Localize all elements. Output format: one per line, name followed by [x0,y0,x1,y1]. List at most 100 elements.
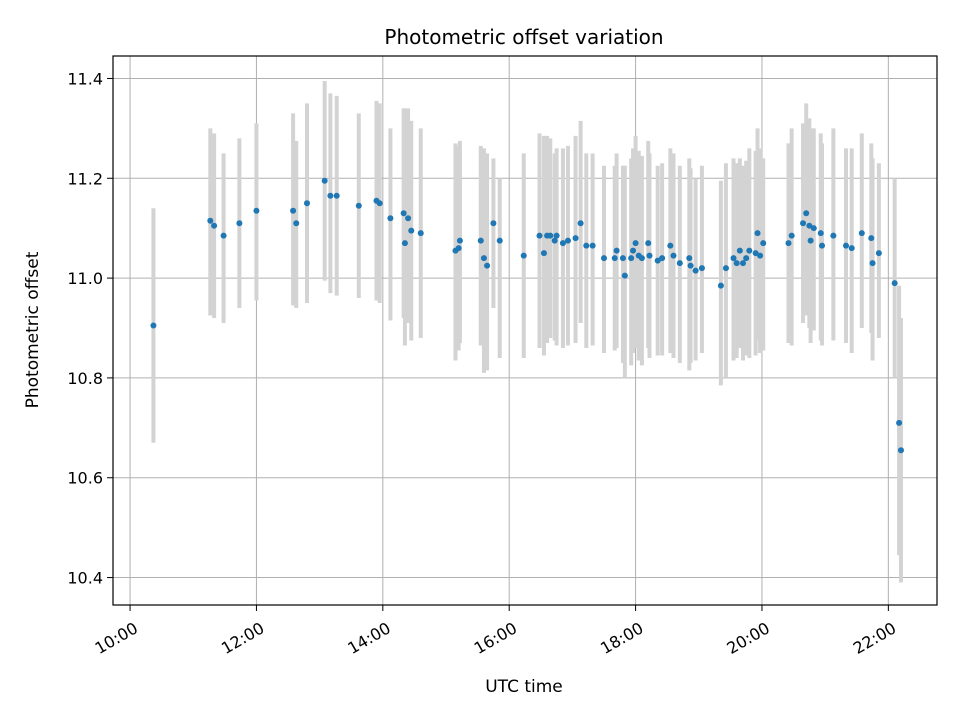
data-point [577,220,584,227]
data-point [733,260,740,267]
data-point [456,237,463,244]
data-point [722,265,729,272]
data-point [496,237,503,244]
data-point [638,255,645,262]
data-point [290,207,297,214]
data-point [333,192,340,199]
data-point [698,265,705,272]
data-point [654,257,661,264]
data-point [667,242,674,249]
data-point [600,255,607,262]
data-point [455,245,462,252]
data-point [150,322,157,329]
data-point [589,242,596,249]
data-point [760,240,767,247]
data-point [572,235,579,242]
y-tick-label: 10.6 [67,469,103,488]
data-point [559,240,566,247]
data-point [401,240,408,247]
y-axis-label: Photometric offset [23,251,43,408]
data-point [670,252,677,259]
data-point [621,272,628,279]
data-point [686,255,693,262]
data-point [619,255,626,262]
data-point [746,247,753,254]
data-point [818,242,825,249]
data-point [800,220,807,227]
data-point [553,232,560,239]
data-point [376,200,383,207]
data-point [752,250,759,257]
y-axis-ticks: 10.4 10.6 10.8 11.0 11.2 11.4 [67,69,113,588]
data-point [730,255,737,262]
data-point [891,280,898,287]
data-point [692,267,699,274]
data-point [659,255,666,262]
data-point [717,282,724,289]
data-point [327,192,334,199]
data-point [408,227,415,234]
data-point [520,252,527,259]
data-point [687,262,694,269]
data-point [632,240,639,247]
data-point [628,255,635,262]
data-point [303,200,310,207]
data-point [736,247,743,254]
plot-frame [112,55,938,606]
data-point [785,240,792,247]
data-point [613,247,620,254]
y-tick-label: 11.4 [67,69,103,88]
data-point [875,250,882,257]
data-point [484,262,491,269]
data-point [490,220,497,227]
data-point [547,232,554,239]
data-point [480,255,487,262]
data-point [321,177,328,184]
data-point [536,232,543,239]
data-point [803,210,810,217]
data-point [540,250,547,257]
data-point [583,242,590,249]
data-point [387,215,394,222]
data-point [848,245,855,252]
data-point [897,447,904,454]
data-point [896,419,903,426]
data-point [817,230,824,237]
data-point [630,247,637,254]
data-point [211,222,218,229]
data-point [355,202,362,209]
data-point [253,207,260,214]
y-tick-label: 10.8 [67,369,103,388]
x-axis-label: UTC time [485,677,563,697]
data-point [858,230,865,237]
y-tick-label: 11.2 [67,169,103,188]
data-point [740,260,747,267]
data-point [869,260,876,267]
data-point [477,237,484,244]
data-point [220,232,227,239]
data-point [207,217,214,224]
data-point [757,252,764,259]
data-point [843,242,850,249]
data-point [807,237,814,244]
data-point [646,252,653,259]
data-point [676,260,683,267]
data-point [400,210,407,217]
data-point [810,225,817,232]
data-points [150,177,904,454]
data-point [788,232,795,239]
data-point [293,220,300,227]
data-point [551,237,558,244]
data-point [868,235,875,242]
data-point [611,255,618,262]
data-point [564,237,571,244]
data-point [417,230,424,237]
data-point [806,222,813,229]
chart-title: Photometric offset variation [384,25,663,49]
data-point [645,240,652,247]
y-tick-label: 10.4 [67,569,103,588]
data-point [830,232,837,239]
data-point [743,255,750,262]
